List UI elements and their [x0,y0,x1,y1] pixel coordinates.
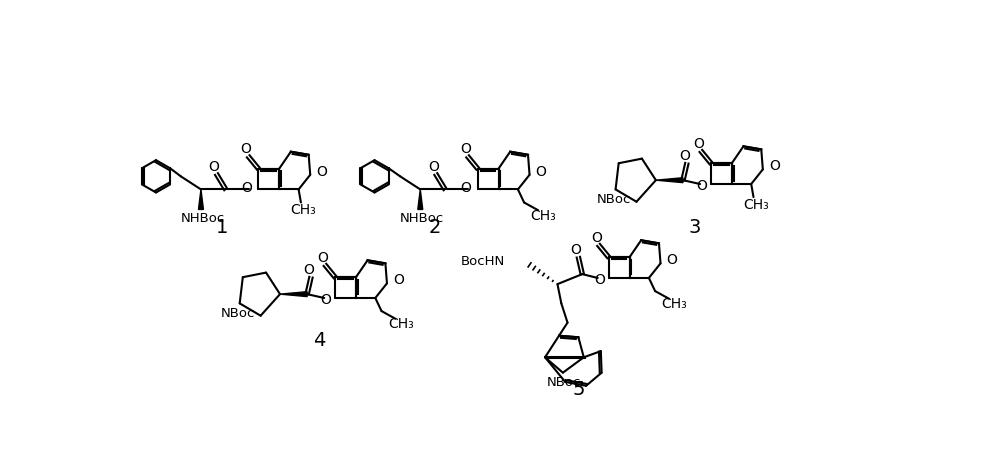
Text: O: O [679,149,690,163]
Text: O: O [667,253,678,267]
Text: NHBoc: NHBoc [400,212,444,225]
Polygon shape [198,189,203,209]
Text: O: O [594,273,605,286]
Text: O: O [316,165,327,179]
Text: O: O [241,181,252,195]
Text: 2: 2 [429,219,441,237]
Text: O: O [428,160,439,174]
Text: CH₃: CH₃ [662,297,687,311]
Text: O: O [693,137,704,151]
Text: O: O [460,142,471,156]
Text: O: O [317,251,328,265]
Text: NBoc: NBoc [597,193,631,206]
Text: O: O [591,231,602,245]
Text: O: O [240,142,251,156]
Text: O: O [461,181,471,195]
Polygon shape [656,178,683,182]
Text: NBoc: NBoc [547,376,582,389]
Text: O: O [209,160,220,174]
Text: O: O [320,292,331,306]
Text: CH₃: CH₃ [743,198,769,212]
Text: BocHN: BocHN [460,255,505,268]
Polygon shape [280,292,307,297]
Text: CH₃: CH₃ [290,203,316,217]
Text: O: O [696,179,707,193]
Text: 3: 3 [688,219,701,237]
Text: O: O [769,159,780,173]
Text: O: O [571,243,581,257]
Text: CH₃: CH₃ [531,209,556,223]
Text: O: O [303,263,314,277]
Text: NBoc: NBoc [221,307,255,320]
Text: 5: 5 [572,380,585,399]
Text: CH₃: CH₃ [388,317,414,331]
Text: O: O [536,165,547,179]
Text: 1: 1 [216,219,228,237]
Text: 4: 4 [313,331,325,350]
Polygon shape [418,189,423,209]
Text: O: O [393,274,404,287]
Text: NHBoc: NHBoc [180,212,225,225]
